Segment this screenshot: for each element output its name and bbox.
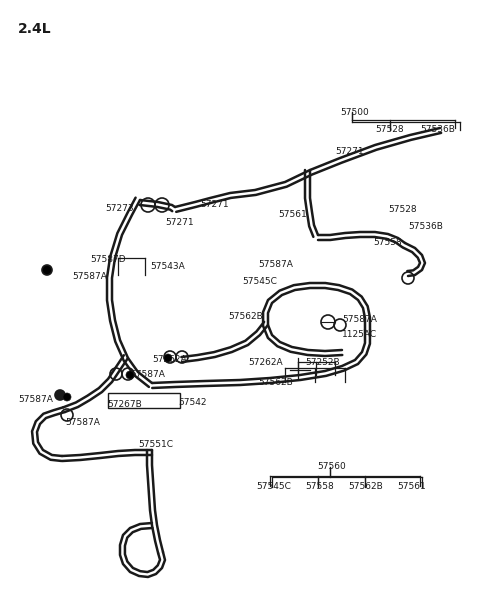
Text: 57560: 57560 <box>317 462 346 471</box>
Text: 57587A: 57587A <box>342 315 377 324</box>
Text: 1125AC: 1125AC <box>342 330 377 339</box>
Text: 57551C: 57551C <box>138 440 173 449</box>
Text: 57273: 57273 <box>105 204 133 213</box>
Text: 57536B: 57536B <box>408 222 443 231</box>
Circle shape <box>55 390 65 400</box>
Text: 57262A: 57262A <box>152 355 187 364</box>
Circle shape <box>63 393 71 401</box>
Text: 57271: 57271 <box>165 218 193 227</box>
Text: 57587A: 57587A <box>72 272 107 281</box>
Text: 57545C: 57545C <box>242 277 277 286</box>
Text: 57267B: 57267B <box>107 400 142 409</box>
Text: 57587A: 57587A <box>258 260 293 269</box>
Text: 57562B: 57562B <box>348 482 383 491</box>
Text: 57543A: 57543A <box>150 262 185 271</box>
Text: 57528: 57528 <box>375 125 404 134</box>
Text: 57587A: 57587A <box>130 370 165 379</box>
Text: 57562B: 57562B <box>258 378 293 387</box>
Text: 57500: 57500 <box>340 108 369 117</box>
Text: 57542: 57542 <box>178 398 206 407</box>
Text: 57587D: 57587D <box>90 255 126 264</box>
Text: 57587A: 57587A <box>18 395 53 404</box>
Bar <box>108 393 180 408</box>
Text: 57587A: 57587A <box>65 418 100 427</box>
Circle shape <box>334 319 346 331</box>
Text: 57271: 57271 <box>335 147 364 156</box>
Circle shape <box>42 265 52 275</box>
Text: 2.4L: 2.4L <box>18 22 52 36</box>
Text: 57558: 57558 <box>373 238 402 247</box>
Text: 57558: 57558 <box>305 482 334 491</box>
Text: 57271: 57271 <box>200 200 228 209</box>
Text: 57528: 57528 <box>388 205 417 214</box>
Text: 57562B: 57562B <box>228 312 263 321</box>
Text: 57536B: 57536B <box>420 125 455 134</box>
Text: 57252B: 57252B <box>305 358 340 367</box>
Text: 57262A: 57262A <box>248 358 283 367</box>
Circle shape <box>164 354 172 362</box>
Text: 57561: 57561 <box>278 210 307 219</box>
Circle shape <box>126 371 134 379</box>
Text: 57545C: 57545C <box>256 482 291 491</box>
Text: 57561: 57561 <box>397 482 426 491</box>
